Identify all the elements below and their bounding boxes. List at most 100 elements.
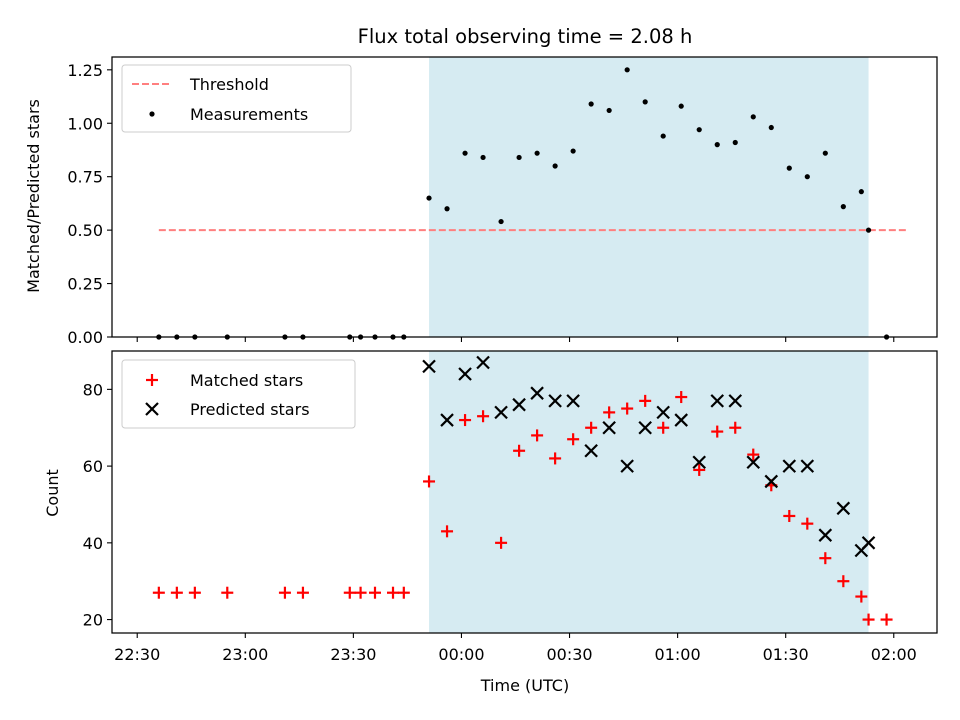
predicted-stars-point xyxy=(458,367,472,381)
matched-stars-point xyxy=(423,475,436,488)
predicted-stars-point xyxy=(440,413,454,427)
bottom-observing-window xyxy=(429,351,869,633)
bottom-panel: 20 40 60 80 22:30 23:00 23:30 00:00 00:30 01:00 0… xyxy=(43,350,938,695)
measurement-point xyxy=(570,148,576,154)
x-tick-label: 01:30 xyxy=(763,645,809,664)
matched-stars-point xyxy=(513,444,526,457)
top-y-axis-label: Matched/Predicted stars xyxy=(24,99,43,293)
predicted-stars-point xyxy=(476,355,490,370)
predicted-stars-point xyxy=(512,397,526,412)
y-tick-label: 0.00 xyxy=(67,328,103,347)
matched-stars-point xyxy=(397,586,410,599)
x-tick-label: 23:00 xyxy=(222,645,268,664)
matched-stars-point xyxy=(495,536,508,549)
measurement-point xyxy=(822,150,828,156)
measurement-point xyxy=(642,99,648,105)
measurement-point xyxy=(606,107,612,114)
top-axes-frame xyxy=(111,56,938,338)
matched-stars-point xyxy=(657,421,670,434)
measurement-point xyxy=(534,150,540,156)
measurement-point xyxy=(696,127,702,133)
matched-stars-point xyxy=(675,391,688,404)
matched-stars-point xyxy=(343,586,356,599)
bottom-legend: Matched stars Predicted stars xyxy=(121,359,356,429)
matched-stars-point xyxy=(387,586,400,599)
predicted-stars-point xyxy=(800,459,815,473)
legend-matched-label: Matched stars xyxy=(190,371,303,390)
y-tick-label: 20 xyxy=(83,611,103,630)
matched-stars-point xyxy=(603,406,616,419)
predicted-stars-point xyxy=(861,536,876,550)
matched-stars-point xyxy=(296,586,309,599)
matched-stars-point xyxy=(783,509,796,522)
matched-stars-point xyxy=(855,590,868,603)
x-tick-label: 23:30 xyxy=(330,645,376,664)
matched-stars-point xyxy=(459,414,472,427)
measurement-point xyxy=(516,154,522,161)
bottom-data-marks xyxy=(152,355,893,626)
matched-stars-point xyxy=(567,433,580,446)
y-tick-label: 40 xyxy=(83,534,103,553)
bottom-y-ticks: 20 40 60 80 xyxy=(83,380,112,630)
measurement-point xyxy=(588,101,594,107)
x-tick-label: 00:30 xyxy=(546,645,592,664)
measurement-point xyxy=(768,124,774,131)
x-tick-label: 00:00 xyxy=(438,645,484,664)
measurement-point xyxy=(552,163,558,169)
predicted-stars-point xyxy=(692,455,707,470)
bottom-legend-box xyxy=(121,359,356,429)
legend-measurements-swatch xyxy=(149,111,155,117)
measurement-point xyxy=(498,218,504,225)
predicted-stars-point xyxy=(836,501,851,516)
matched-stars-point xyxy=(729,421,742,434)
measurement-point xyxy=(462,150,468,156)
predicted-stars-point xyxy=(602,420,616,435)
legend-predicted-label: Predicted stars xyxy=(190,400,310,419)
measurement-point xyxy=(865,227,872,233)
measurement-point xyxy=(840,204,846,210)
top-legend: Threshold Measurements xyxy=(121,64,352,133)
predicted-stars-point xyxy=(422,359,436,374)
measurement-point xyxy=(786,165,792,171)
predicted-stars-point xyxy=(566,394,580,408)
matched-stars-point xyxy=(747,448,760,461)
bottom-x-ticks: 22:30 23:00 23:30 00:00 00:30 01:00 01:30 02:00 xyxy=(114,633,917,664)
measurement-point xyxy=(480,154,486,161)
measurement-point xyxy=(804,174,810,180)
top-observing-window xyxy=(429,57,869,337)
measurement-point xyxy=(750,114,756,120)
predicted-stars-point xyxy=(818,528,833,542)
top-chart-title: Flux total observing time = 2.08 h xyxy=(358,25,693,48)
matched-stars-point xyxy=(531,429,544,442)
predicted-stars-point xyxy=(548,394,562,408)
y-tick-label: 1.25 xyxy=(67,61,103,80)
y-tick-label: 0.75 xyxy=(67,168,103,187)
y-tick-label: 60 xyxy=(83,457,103,476)
predicted-stars-point xyxy=(674,413,688,427)
top-data-marks xyxy=(156,67,909,340)
matched-stars-point xyxy=(477,410,490,423)
bottom-y-axis-label: Count xyxy=(43,469,62,517)
measurement-point xyxy=(426,195,432,201)
predicted-stars-point xyxy=(620,459,634,473)
predicted-stars-point xyxy=(764,474,779,489)
matched-stars-point xyxy=(880,613,893,626)
matched-stars-point xyxy=(368,586,381,599)
measurement-point xyxy=(714,142,720,148)
matched-stars-point xyxy=(585,421,598,434)
predicted-stars-point xyxy=(638,420,652,435)
legend-predicted-swatch xyxy=(145,402,159,416)
observing-window-shade xyxy=(429,57,869,337)
measurement-point xyxy=(660,133,666,139)
predicted-stars-point xyxy=(494,405,508,420)
matched-stars-point xyxy=(441,525,454,538)
matched-stars-point xyxy=(639,394,652,407)
top-legend-box xyxy=(121,64,352,133)
predicted-stars-point xyxy=(584,443,598,458)
matched-stars-point xyxy=(549,452,562,465)
legend-threshold-label: Threshold xyxy=(189,75,269,94)
predicted-stars-point xyxy=(728,394,743,408)
matched-stars-point xyxy=(152,586,165,599)
measurement-point xyxy=(444,206,450,212)
